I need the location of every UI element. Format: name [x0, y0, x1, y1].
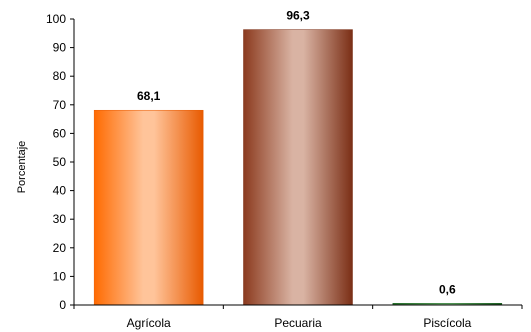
bar-value-label: 68,1 [137, 89, 161, 103]
y-tick-label: 90 [53, 41, 67, 55]
y-tick-label: 70 [53, 98, 67, 112]
bar-1 [93, 109, 204, 306]
y-tick-label: 80 [53, 69, 67, 83]
y-tick-label: 40 [53, 184, 67, 198]
y-tick-label: 20 [53, 241, 67, 255]
y-tick-label: 50 [53, 155, 67, 169]
y-tick-label: 10 [53, 269, 67, 283]
y-axis-title: Porcentaje [16, 141, 28, 194]
x-category-label: Agrícola [127, 316, 171, 330]
bar-value-label: 0,6 [439, 282, 456, 296]
y-tick-label: 60 [53, 126, 67, 140]
y-tick-label: 100 [46, 12, 66, 26]
x-category-label: Piscícola [423, 316, 471, 330]
y-axis-ticks: 0 10 20 30 40 50 60 70 80 90 100 [46, 12, 523, 312]
y-tick-label: 30 [53, 212, 67, 226]
bar-value-label: 96,3 [286, 9, 310, 23]
y-tick-label: 0 [59, 298, 66, 312]
bar-2 [243, 29, 353, 306]
x-category-label: Pecuaria [274, 316, 322, 330]
bars [93, 29, 503, 306]
x-axis-labels: Agrícola Pecuaria Piscícola [127, 316, 472, 330]
value-labels: 68,1 96,3 0,6 [137, 9, 456, 297]
